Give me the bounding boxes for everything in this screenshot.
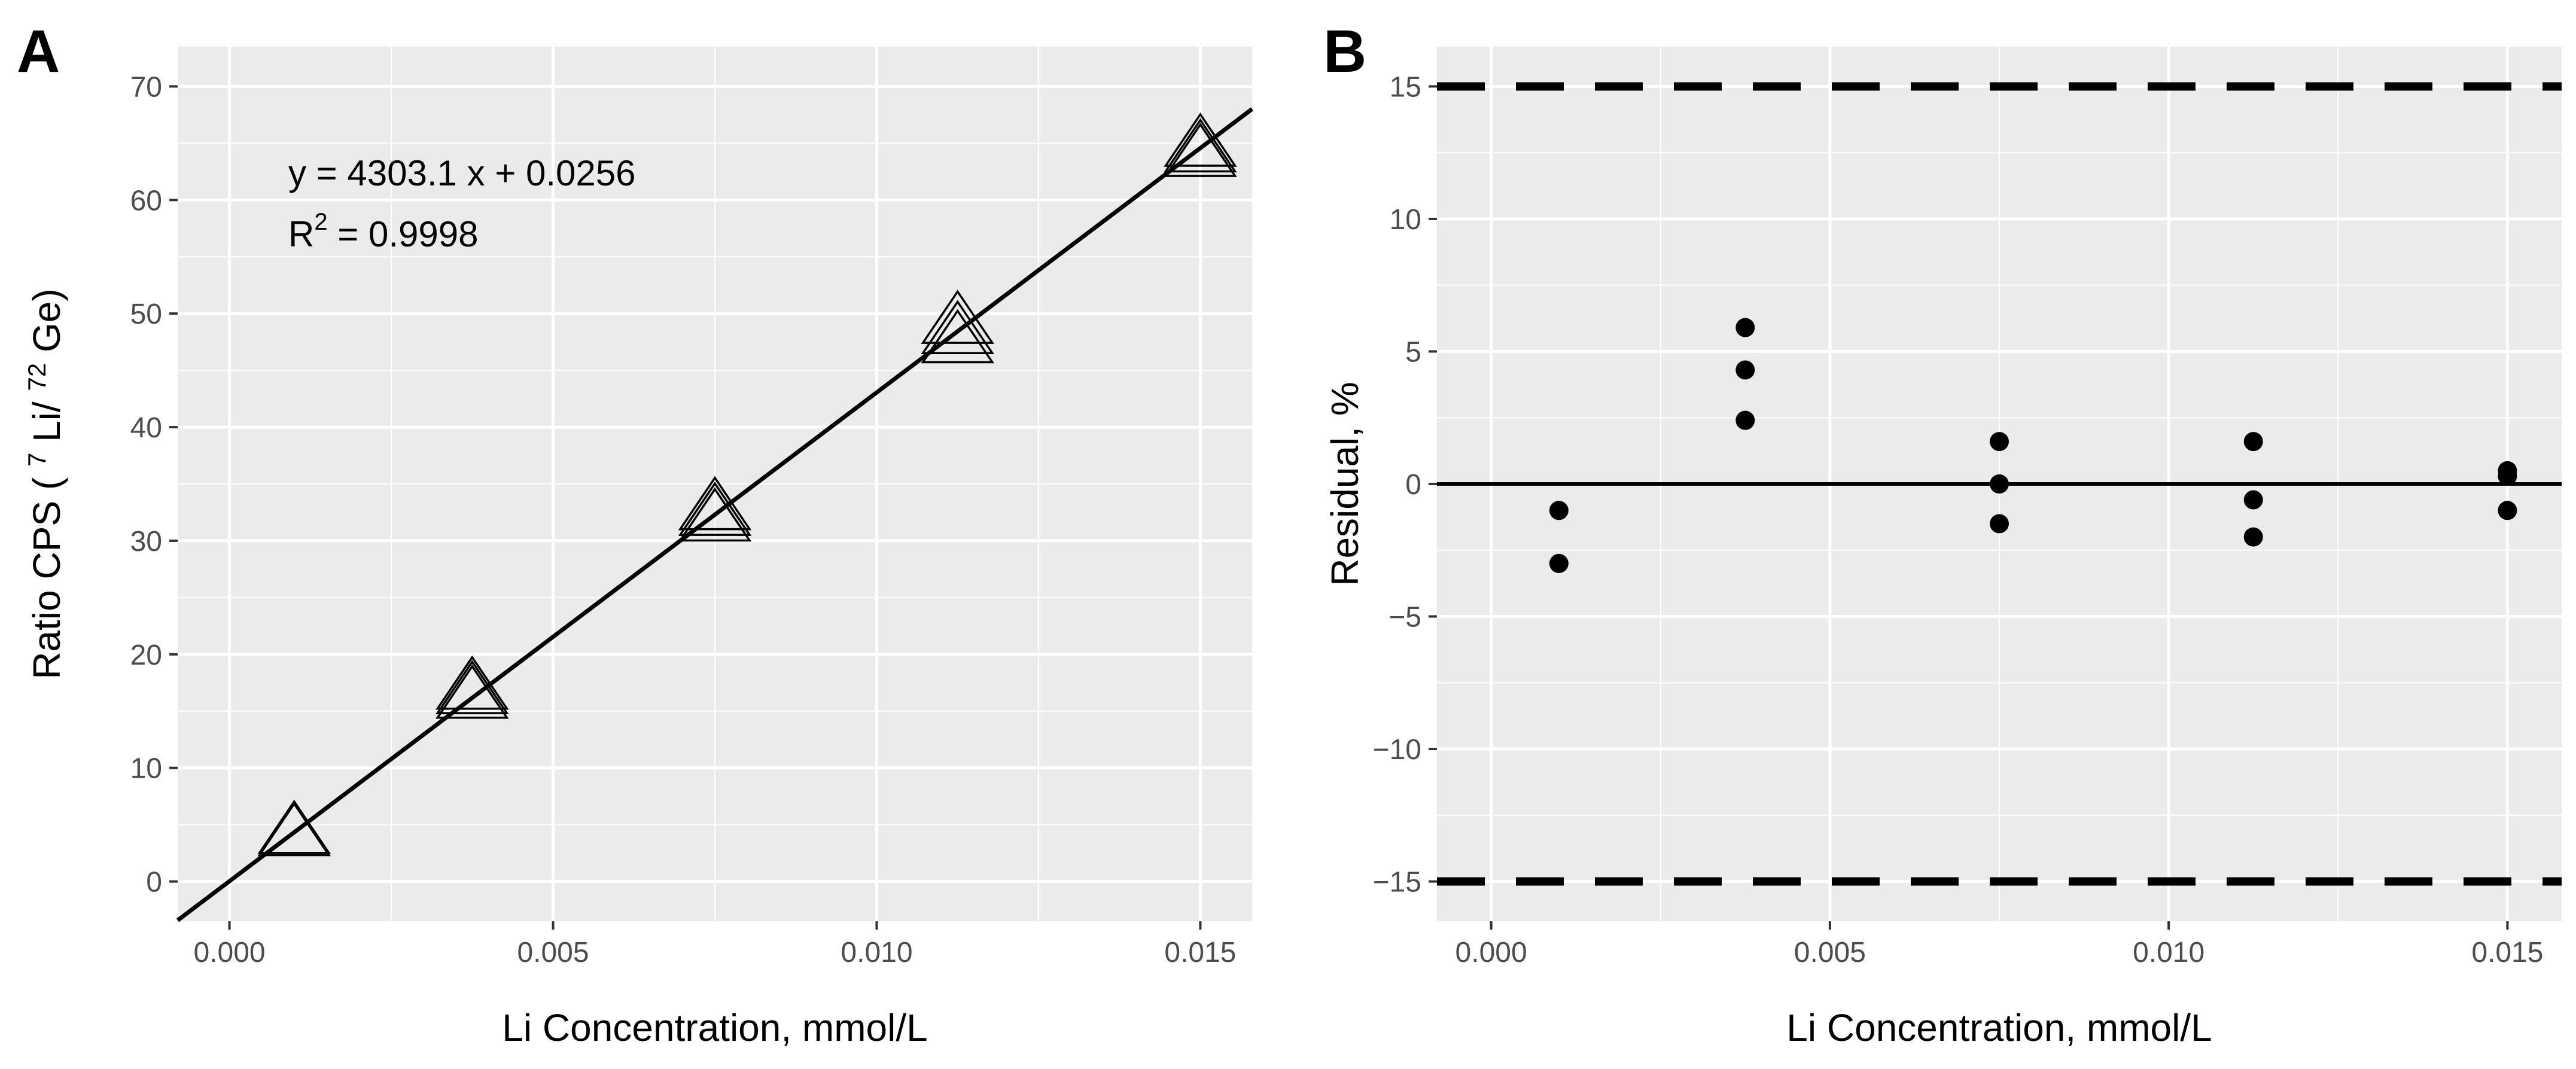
triangle-point <box>1164 112 1237 167</box>
fit-line <box>176 107 1254 922</box>
y-tick-label: −10 <box>1373 734 1421 766</box>
panel-b-y-ticks: −15 −10 −5 0 5 10 15 <box>1373 71 1437 899</box>
residual-point <box>2243 527 2263 547</box>
residual-point <box>1990 432 2009 452</box>
y-tick-label: −15 <box>1373 867 1421 899</box>
residual-point <box>1735 410 1755 430</box>
panel-b-x-ticks: 0.000 0.005 0.010 0.015 <box>1456 921 2543 969</box>
residual-point <box>2243 490 2263 510</box>
x-tick-label: 0.015 <box>1164 937 1236 969</box>
panel-a-letter: A <box>17 18 60 85</box>
triangle-point <box>435 660 509 714</box>
residual-point <box>1990 474 2009 494</box>
panel-b-x-axis-title: Li Concentration, mmol/L <box>1786 1006 2212 1049</box>
x-tick-label: 0.015 <box>2471 937 2543 969</box>
panel-a-major-grid <box>178 47 1252 921</box>
residual-point <box>2498 466 2517 486</box>
panel-a-y-title-suffix: Ge) <box>25 288 68 363</box>
residual-point <box>2498 501 2517 520</box>
x-tick-label: 0.000 <box>193 937 265 969</box>
y-tick-label: 10 <box>130 753 162 785</box>
residual-point <box>1735 360 1755 380</box>
panel-a-y-title-prefix: Ratio CPS ( <box>25 467 68 680</box>
y-tick-label: 0 <box>146 867 162 899</box>
panel-a-y-title-sup2: 72 <box>23 363 51 391</box>
panel-a-x-ticks: 0.000 0.005 0.010 0.015 <box>193 921 1237 969</box>
residual-point <box>1549 501 1569 520</box>
y-tick-label: 20 <box>130 639 162 671</box>
panel-a-y-title-mid: Li/ <box>25 391 68 453</box>
y-tick-label: 30 <box>130 526 162 558</box>
y-tick-label: 70 <box>130 71 162 103</box>
x-tick-label: 0.010 <box>841 937 912 969</box>
triangle-point <box>1164 118 1237 173</box>
panel-b-data-points <box>1549 318 2517 573</box>
triangle-point <box>257 799 331 854</box>
triangle-point <box>921 290 995 344</box>
y-tick-label: 15 <box>1390 71 1421 103</box>
y-tick-label: 40 <box>130 412 162 444</box>
panel-b-letter: B <box>1323 18 1366 85</box>
triangle-point <box>921 300 995 355</box>
panel-a-r2-annotation: R2 = 0.9998 <box>288 209 479 254</box>
residual-point <box>1735 318 1755 337</box>
triangle-point <box>678 482 752 536</box>
y-tick-label: 5 <box>1405 336 1421 368</box>
triangle-point <box>1164 123 1237 177</box>
panel-a-equation-annotation: y = 4303.1 x + 0.0256 <box>288 153 635 193</box>
panel-a-x-axis-title: Li Concentration, mmol/L <box>502 1006 927 1049</box>
residual-point <box>2243 432 2263 452</box>
panel-a-y-axis-title: Ratio CPS ( 7 Li/ 72 Ge) <box>23 288 68 679</box>
panel-a-chart: 0.000 0.005 0.010 0.015 0 10 20 30 40 50 60 70 A L… <box>17 18 1254 1049</box>
panel-a-r2-base: R <box>288 214 314 254</box>
y-tick-label: −5 <box>1389 602 1421 634</box>
triangle-point <box>678 487 752 542</box>
panel-a-r2-value: = 0.9998 <box>328 214 479 254</box>
panel-b-y-axis-title: Residual, % <box>1323 382 1366 586</box>
panel-a-fit-line-group <box>176 107 1254 922</box>
residual-point <box>1549 553 1569 573</box>
panel-a-data-points <box>257 112 1237 857</box>
triangle-point <box>257 802 331 857</box>
x-tick-label: 0.005 <box>1794 937 1866 969</box>
residual-point <box>1990 514 2009 534</box>
x-tick-label: 0.005 <box>517 937 589 969</box>
x-tick-label: 0.000 <box>1456 937 1527 969</box>
y-tick-label: 10 <box>1390 204 1421 236</box>
triangle-point <box>435 664 509 719</box>
triangle-point <box>435 655 509 710</box>
y-tick-label: 60 <box>130 185 162 217</box>
triangle-point <box>678 476 752 531</box>
x-tick-label: 0.010 <box>2133 937 2204 969</box>
panel-a-y-title-sup1: 7 <box>23 453 51 467</box>
panel-a-y-ticks: 0 10 20 30 40 50 60 70 <box>130 71 178 899</box>
y-tick-label: 0 <box>1405 469 1421 501</box>
panel-a-r2-sup: 2 <box>314 209 327 235</box>
panel-b-chart: 0.000 0.005 0.010 0.015 −15 −10 −5 0 5 10 15 B Li… <box>1323 18 2562 1049</box>
y-tick-label: 50 <box>130 299 162 330</box>
triangle-point <box>921 309 995 364</box>
